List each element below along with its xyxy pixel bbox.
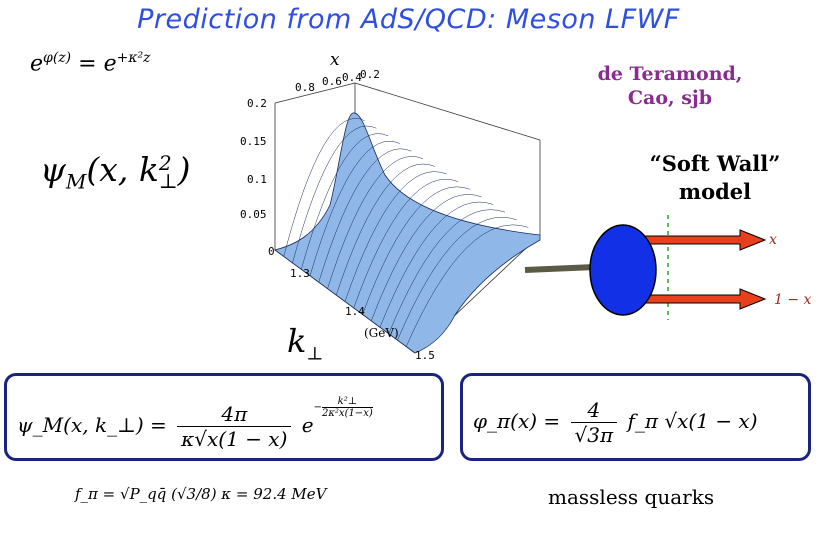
- surface-grid-line: [388, 209, 506, 334]
- x-tick: 0.8: [295, 81, 315, 94]
- k-axis-unit: (GeV): [364, 326, 399, 340]
- z-tick: 0.05: [240, 208, 267, 221]
- surface-grid-line: [406, 224, 529, 347]
- quark-arrow-top: [634, 229, 767, 251]
- x-tick: 0.4: [342, 71, 362, 84]
- quark-bottom-label: 1 − x: [774, 292, 812, 308]
- meson-diagram: x 1 − x: [524, 215, 812, 320]
- k-axis-subscript: ⊥: [306, 343, 324, 365]
- k-axis-label: k⊥: [287, 322, 323, 364]
- surface-mesh: [274, 112, 541, 354]
- surface-grid-line: [397, 217, 517, 341]
- authors: de Teramond, Cao, sjb: [590, 62, 750, 110]
- model-label: “Soft Wall” model: [630, 150, 800, 206]
- psi-args: (x, k: [86, 150, 159, 189]
- meson-blob: [589, 224, 657, 316]
- surface-grid-line: [309, 141, 400, 276]
- wavefunction-label: ψM(x, k 2 ⊥): [40, 150, 191, 194]
- quark-top-label: x: [769, 232, 777, 248]
- surface-grid-line: [292, 125, 377, 263]
- lfwf-formula: ψ_M(x, k_⊥) = 4π κ√x(1 − x) e− k²⊥ 2κ²x(1−…: [17, 396, 373, 451]
- surface-grid-line: [318, 148, 412, 283]
- dilaton-rhs-exponent: +κ²z: [116, 50, 151, 66]
- surface-grid-line: [336, 163, 435, 296]
- k-tick: 1.5: [415, 349, 435, 362]
- z-tick: 0: [268, 245, 275, 258]
- psi-symbol: ψ: [40, 150, 66, 189]
- k-tick: 1.3: [290, 267, 310, 280]
- massless-quarks-label: massless quarks: [548, 485, 715, 509]
- model-label-line-1: “Soft Wall”: [649, 151, 781, 176]
- psi-k-subscript: ⊥: [158, 169, 178, 193]
- lfwf-surface-plot: x 0.8 0.6 0.4 0.2 0.2 0.15 0.1 0.05 0 1.…: [240, 55, 541, 362]
- z-tick: 0.1: [247, 173, 267, 186]
- author-line-1: de Teramond,: [597, 63, 743, 85]
- dilaton-lhs: e: [30, 51, 44, 77]
- author-line-2: Cao, sjb: [627, 87, 713, 109]
- lfwf-exp-sign: −: [313, 402, 322, 413]
- surface-grid-line: [344, 171, 447, 302]
- lfwf-lhs: ψ_M(x, k_⊥) =: [17, 413, 167, 437]
- da-lhs: φ_π(x) =: [473, 409, 561, 433]
- x-tick: 0.6: [322, 75, 342, 88]
- x-tick: 0.2: [360, 68, 380, 81]
- distribution-amplitude-box: φ_π(x) = 4 √3π f_π √x(1 − x): [460, 373, 811, 461]
- psi-close: ): [177, 150, 191, 189]
- da-numerator: 4: [570, 398, 618, 423]
- surface-grid-line: [371, 194, 482, 321]
- psi-subscript: M: [65, 169, 87, 194]
- z-tick: 0.2: [247, 97, 267, 110]
- surface-grid-line: [327, 156, 424, 289]
- meson-line: [524, 264, 596, 273]
- decay-constant-formula: f_π = √P_qq̄ (√3/8) κ = 92.4 MeV: [75, 485, 327, 503]
- surface-grid-line: [362, 186, 470, 315]
- lfwf-exp-numerator: k²⊥: [322, 396, 373, 408]
- page-title: Prediction from AdS/QCD: Meson LFWF: [137, 4, 680, 35]
- surface-grid-line: [301, 133, 389, 270]
- k-tick: 1.4: [345, 305, 365, 318]
- surface-grid-line: [353, 179, 459, 309]
- dilaton-formula: eφ(z) = e+κ²z: [30, 50, 151, 77]
- quark-arrow-bottom: [634, 288, 767, 310]
- psi-k-superscript: 2: [158, 151, 172, 175]
- lfwf-denominator: κ√x(1 − x): [181, 427, 288, 451]
- surface-grid-line: [379, 201, 494, 328]
- z-tick: 0.15: [240, 135, 267, 148]
- lfwf-exp-base: e: [301, 413, 314, 437]
- dilaton-lhs-exponent: φ(z): [43, 50, 72, 66]
- lfwf-exp-denominator: 2κ²x(1−x): [322, 408, 373, 419]
- surface-grid-line: [283, 118, 365, 257]
- surface-grid: [283, 118, 529, 347]
- lfwf-formula-box: ψ_M(x, k_⊥) = 4π κ√x(1 − x) e− k²⊥ 2κ²x(1−…: [4, 373, 444, 461]
- x-axis-label: x: [330, 55, 340, 70]
- lfwf-numerator: 4π: [177, 402, 292, 427]
- distribution-amplitude-formula: φ_π(x) = 4 √3π f_π √x(1 − x): [473, 398, 758, 447]
- da-denominator: √3π: [574, 423, 614, 447]
- da-rest: f_π √x(1 − x): [627, 409, 758, 433]
- dilaton-rhs: e: [103, 51, 117, 77]
- k-axis-symbol: k: [287, 322, 307, 360]
- model-label-line-2: model: [678, 179, 752, 204]
